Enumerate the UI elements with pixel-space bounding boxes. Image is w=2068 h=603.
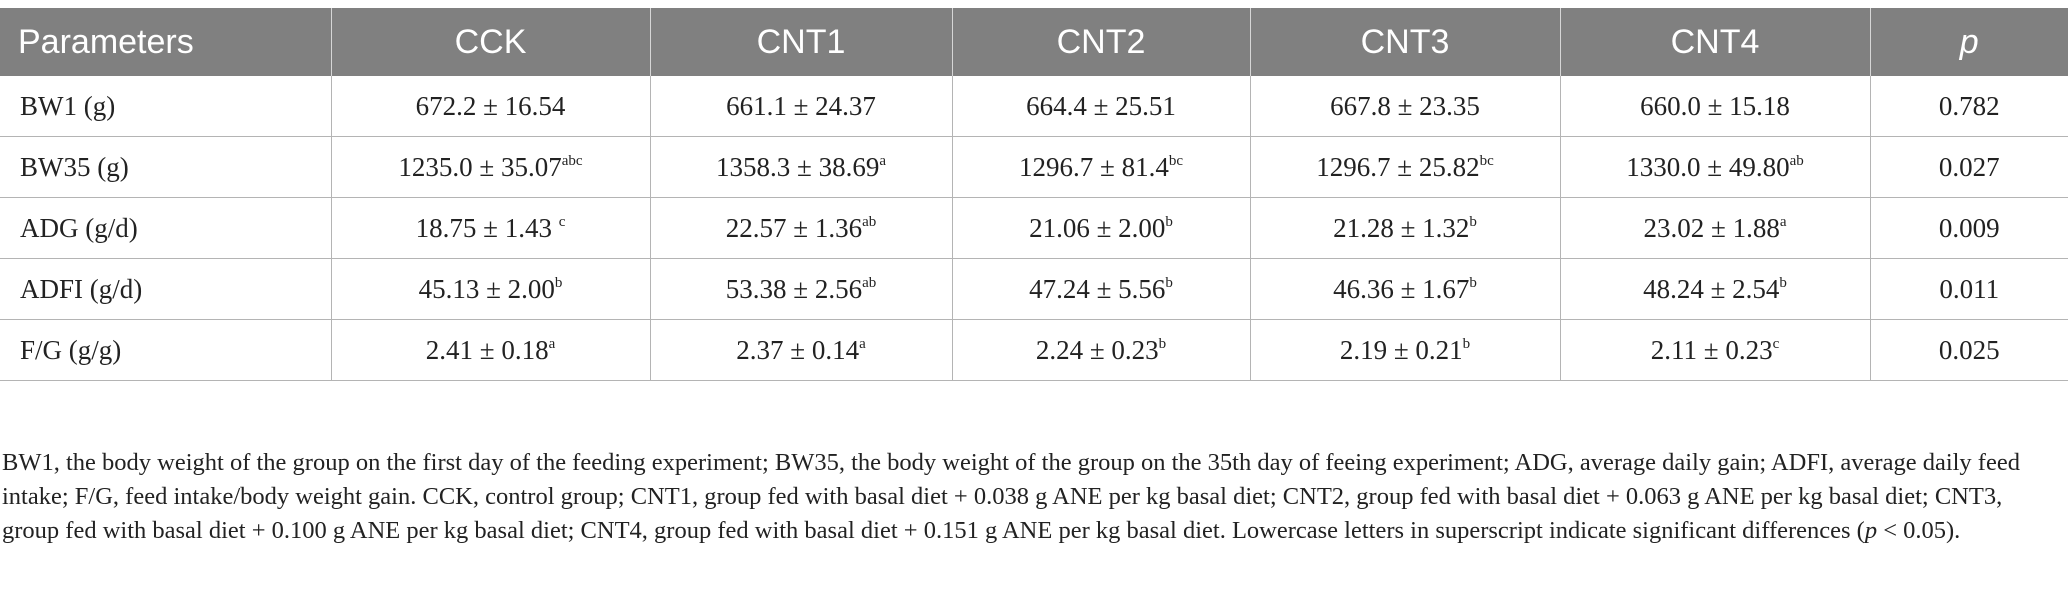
cell-value: 667.8 ± 23.35 (1330, 90, 1480, 121)
cell-superscript: a (548, 335, 556, 352)
table-row: BW1 (g) 672.2 ± 16.54 661.1 ± 24.37 664.… (0, 76, 2068, 137)
cell-cnt2: 2.24 ± 0.23b (952, 319, 1251, 381)
cell-cnt4: 2.11 ± 0.23c (1560, 319, 1871, 381)
cell-superscript: b (1469, 274, 1477, 291)
table-row: ADFI (g/d) 45.13 ± 2.00b 53.38 ± 2.56ab … (0, 258, 2068, 320)
cell-cnt4: 48.24 ± 2.54b (1560, 258, 1871, 320)
cell-value: 22.57 ± 1.36 (725, 212, 863, 243)
cell-p-value: 0.011 (1870, 258, 2068, 320)
cell-p-value: 0.025 (1870, 319, 2068, 381)
footnote-p-symbol: p (1864, 517, 1878, 544)
cell-superscript: ab (862, 274, 877, 291)
header-cnt2: CNT2 (952, 8, 1251, 76)
cell-superscript: b (554, 274, 563, 291)
cell-value: 672.2 ± 16.54 (415, 90, 566, 121)
cell-superscript: b (1469, 213, 1477, 230)
cell-cnt1: 22.57 ± 1.36ab (650, 197, 953, 259)
cell-value: 664.4 ± 25.51 (1026, 90, 1176, 121)
table-row: ADG (g/d) 18.75 ± 1.43 c 22.57 ± 1.36ab … (0, 197, 2068, 259)
cell-value: 46.36 ± 1.67 (1333, 273, 1470, 304)
row-parameter: ADG (g/d) (0, 197, 332, 259)
row-parameter: ADFI (g/d) (0, 258, 332, 320)
cell-p-value: 0.782 (1870, 76, 2068, 137)
cell-value: 21.06 ± 2.00 (1029, 212, 1166, 243)
cell-value: 45.13 ± 2.00 (418, 273, 555, 304)
footnote-text: BW1, the body weight of the group on the… (2, 449, 2020, 544)
row-parameter: BW35 (g) (0, 136, 332, 198)
cell-value: 1296.7 ± 25.82 (1316, 151, 1480, 182)
cell-superscript: b (1165, 213, 1173, 230)
cell-cnt2: 1296.7 ± 81.4bc (952, 136, 1251, 198)
header-row: Parameters CCK CNT1 CNT2 CNT3 CNT4 p (0, 8, 2068, 76)
cell-cnt4: 1330.0 ± 49.80ab (1560, 136, 1871, 198)
cell-superscript: a (859, 335, 866, 352)
cell-cnt1: 1358.3 ± 38.69a (650, 136, 953, 198)
cell-superscript: bc (1168, 152, 1183, 169)
cell-cnt4: 660.0 ± 15.18 (1560, 76, 1871, 137)
cell-cck: 45.13 ± 2.00b (331, 258, 651, 320)
cell-value: 47.24 ± 5.56 (1029, 273, 1166, 304)
cell-superscript: b (1158, 335, 1167, 352)
cell-value: 2.19 ± 0.21 (1339, 334, 1463, 365)
cell-value: 1235.0 ± 35.07 (398, 151, 562, 182)
cell-superscript: b (1165, 274, 1173, 291)
row-parameter: F/G (g/g) (0, 319, 332, 381)
cell-value: 53.38 ± 2.56 (725, 273, 863, 304)
header-cnt3: CNT3 (1250, 8, 1561, 76)
cell-superscript: abc (561, 152, 583, 169)
cell-value: 661.1 ± 24.37 (726, 90, 876, 121)
cell-cnt1: 53.38 ± 2.56ab (650, 258, 953, 320)
cell-value: 1358.3 ± 38.69 (716, 151, 880, 182)
cell-cnt2: 47.24 ± 5.56b (952, 258, 1251, 320)
cell-superscript: b (1462, 335, 1471, 352)
cell-cnt2: 21.06 ± 2.00b (952, 197, 1251, 259)
header-cnt4: CNT4 (1560, 8, 1871, 76)
cell-cck: 672.2 ± 16.54 (331, 76, 651, 137)
row-parameter: BW1 (g) (0, 76, 332, 137)
cell-cnt4: 23.02 ± 1.88a (1560, 197, 1871, 259)
cell-cnt3: 2.19 ± 0.21b (1250, 319, 1561, 381)
cell-p-value: 0.009 (1870, 197, 2068, 259)
cell-value: 2.41 ± 0.18 (425, 334, 549, 365)
cell-value: 1296.7 ± 81.4 (1019, 151, 1169, 182)
cell-cck: 18.75 ± 1.43 c (331, 197, 651, 259)
cell-superscript: bc (1479, 152, 1494, 169)
footnote-text-end: < 0.05). (1877, 517, 1961, 544)
cell-cnt3: 46.36 ± 1.67b (1250, 258, 1561, 320)
table-row: BW35 (g) 1235.0 ± 35.07abc 1358.3 ± 38.6… (0, 136, 2068, 198)
cell-superscript: ab (862, 213, 877, 230)
cell-value: 23.02 ± 1.88 (1643, 212, 1780, 243)
cell-value: 2.37 ± 0.14 (736, 334, 860, 365)
table-row: F/G (g/g) 2.41 ± 0.18a 2.37 ± 0.14a 2.24… (0, 319, 2068, 381)
cell-value: 2.11 ± 0.23 (1650, 334, 1773, 365)
cell-cck: 1235.0 ± 35.07abc (331, 136, 651, 198)
cell-cnt2: 664.4 ± 25.51 (952, 76, 1251, 137)
cell-value: 660.0 ± 15.18 (1640, 90, 1790, 121)
cell-superscript: c (558, 213, 566, 230)
results-table: Parameters CCK CNT1 CNT2 CNT3 CNT4 p BW1… (0, 8, 2068, 381)
cell-superscript: a (1779, 213, 1787, 230)
table-footnote: BW1, the body weight of the group on the… (2, 446, 2062, 548)
cell-superscript: b (1779, 274, 1787, 291)
cell-cnt1: 2.37 ± 0.14a (650, 319, 953, 381)
cell-cck: 2.41 ± 0.18a (331, 319, 651, 381)
cell-cnt1: 661.1 ± 24.37 (650, 76, 953, 137)
cell-superscript: c (1772, 335, 1780, 352)
cell-superscript: a (879, 152, 886, 169)
cell-cnt3: 1296.7 ± 25.82bc (1250, 136, 1561, 198)
header-parameters: Parameters (0, 8, 332, 76)
header-p: p (1870, 8, 2068, 76)
header-cck: CCK (331, 8, 651, 76)
header-cnt1: CNT1 (650, 8, 953, 76)
cell-value: 48.24 ± 2.54 (1643, 273, 1780, 304)
cell-value: 1330.0 ± 49.80 (1626, 151, 1790, 182)
cell-cnt3: 667.8 ± 23.35 (1250, 76, 1561, 137)
cell-cnt3: 21.28 ± 1.32b (1250, 197, 1561, 259)
cell-p-value: 0.027 (1870, 136, 2068, 198)
cell-value: 21.28 ± 1.32 (1333, 212, 1470, 243)
cell-value: 18.75 ± 1.43 (415, 212, 559, 243)
cell-superscript: ab (1789, 152, 1804, 169)
cell-value: 2.24 ± 0.23 (1035, 334, 1159, 365)
